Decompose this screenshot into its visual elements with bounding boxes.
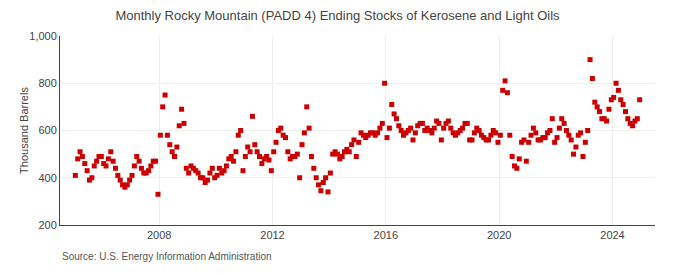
svg-text:Thousand Barrels: Thousand Barrels xyxy=(18,87,30,174)
svg-text:2020: 2020 xyxy=(487,229,511,241)
svg-text:400: 400 xyxy=(38,172,56,184)
svg-text:200: 200 xyxy=(38,219,56,231)
svg-text:2024: 2024 xyxy=(600,229,624,241)
svg-text:2012: 2012 xyxy=(260,229,284,241)
svg-text:600: 600 xyxy=(38,124,56,136)
svg-text:2008: 2008 xyxy=(147,229,171,241)
svg-text:2016: 2016 xyxy=(374,229,398,241)
svg-text:Source: U.S. Energy Informatio: Source: U.S. Energy Information Administ… xyxy=(62,251,272,262)
svg-text:Monthly Rocky Mountain (PADD 4: Monthly Rocky Mountain (PADD 4) Ending S… xyxy=(115,8,560,23)
svg-text:1,000: 1,000 xyxy=(29,30,57,42)
svg-text:800: 800 xyxy=(38,77,56,89)
